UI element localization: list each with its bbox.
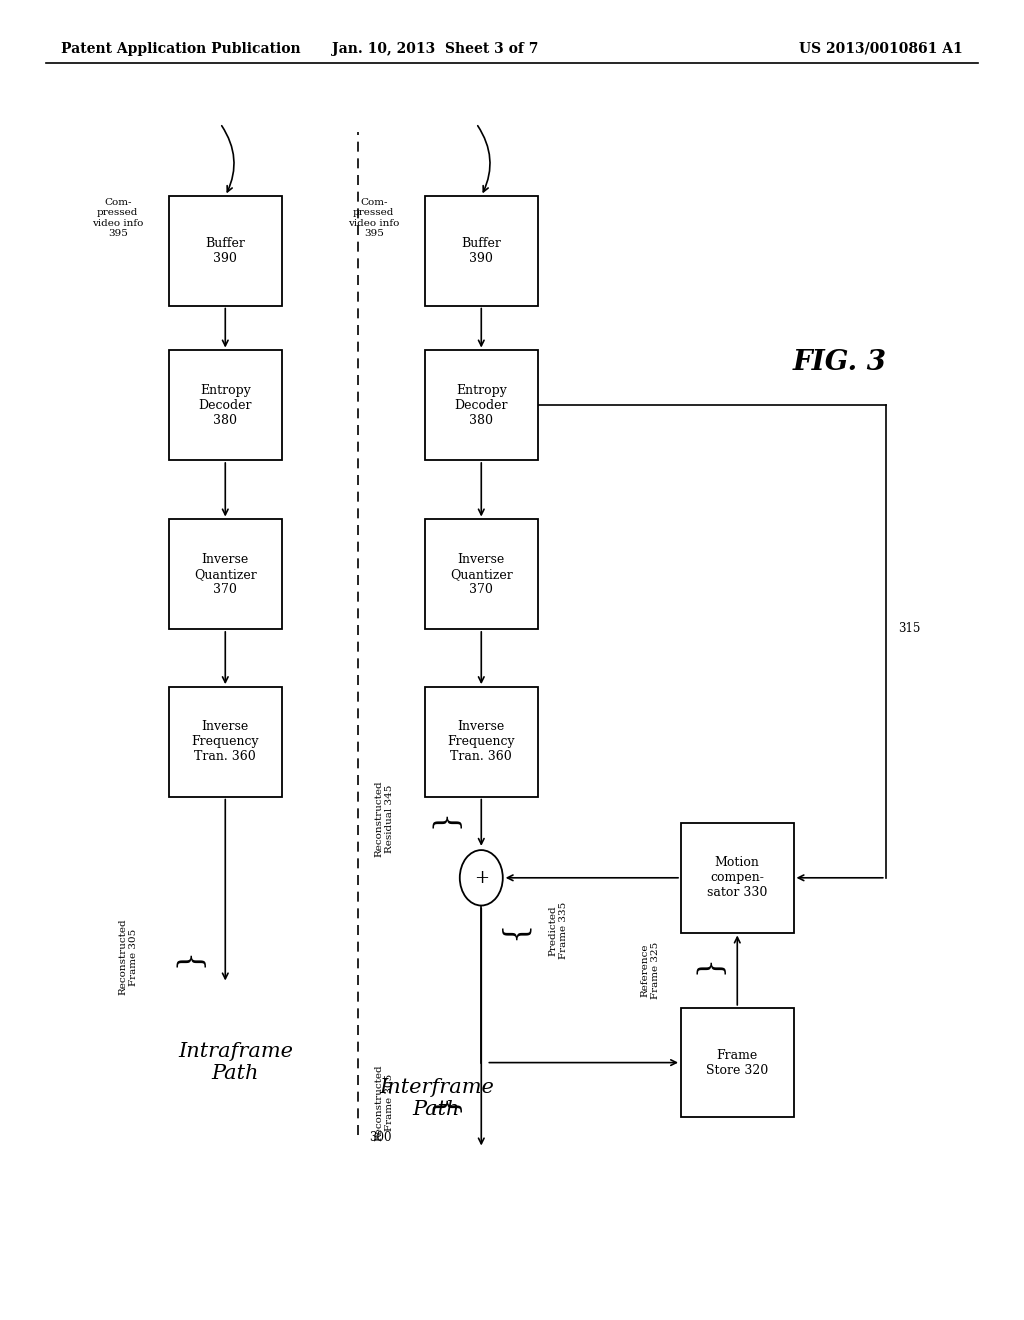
- Text: Buffer
390: Buffer 390: [206, 236, 245, 265]
- Bar: [169, 686, 282, 796]
- Text: Inverse
Frequency
Tran. 360: Inverse Frequency Tran. 360: [447, 721, 515, 763]
- Text: Interframe
Path: Interframe Path: [379, 1077, 494, 1119]
- Text: Frame
Store 320: Frame Store 320: [707, 1048, 768, 1077]
- Text: {: {: [427, 1100, 458, 1118]
- Text: Reconstructed
Frame 305: Reconstructed Frame 305: [119, 919, 137, 995]
- Text: Jan. 10, 2013  Sheet 3 of 7: Jan. 10, 2013 Sheet 3 of 7: [332, 42, 539, 55]
- Text: {: {: [427, 816, 458, 834]
- Text: Entropy
Decoder
380: Entropy Decoder 380: [455, 384, 508, 426]
- Text: Inverse
Quantizer
370: Inverse Quantizer 370: [194, 553, 257, 595]
- Text: Patent Application Publication: Patent Application Publication: [61, 42, 301, 55]
- Bar: [425, 195, 538, 305]
- Text: 315: 315: [898, 622, 921, 635]
- Text: Inverse
Frequency
Tran. 360: Inverse Frequency Tran. 360: [191, 721, 259, 763]
- Text: FIG. 3: FIG. 3: [793, 350, 887, 376]
- Bar: [425, 351, 538, 461]
- Text: {: {: [171, 954, 202, 973]
- Text: Com-
pressed
video info
395: Com- pressed video info 395: [92, 198, 143, 238]
- Text: {: {: [691, 961, 722, 979]
- Bar: [425, 686, 538, 796]
- Text: Intraframe
Path: Intraframe Path: [178, 1041, 293, 1084]
- Text: US 2013/0010861 A1: US 2013/0010861 A1: [799, 42, 963, 55]
- Text: Reconstructed
Frame 305: Reconstructed Frame 305: [375, 1064, 393, 1140]
- Bar: [169, 195, 282, 305]
- Text: Reconstructed
Residual 345: Reconstructed Residual 345: [375, 780, 393, 857]
- Text: +: +: [474, 869, 488, 887]
- Bar: [169, 351, 282, 461]
- Bar: [169, 520, 282, 630]
- Text: Com-
pressed
video info
395: Com- pressed video info 395: [348, 198, 399, 238]
- Text: Reference
Frame 325: Reference Frame 325: [641, 941, 659, 999]
- Bar: [425, 520, 538, 630]
- Text: Predicted
Frame 335: Predicted Frame 335: [549, 902, 567, 960]
- Text: {: {: [499, 921, 529, 940]
- Bar: [681, 824, 794, 932]
- Text: Buffer
390: Buffer 390: [462, 236, 501, 265]
- Text: Entropy
Decoder
380: Entropy Decoder 380: [199, 384, 252, 426]
- Text: Motion
compen-
sator 330: Motion compen- sator 330: [708, 857, 767, 899]
- Bar: [681, 1008, 794, 1117]
- Text: 300: 300: [369, 1131, 391, 1144]
- Text: Inverse
Quantizer
370: Inverse Quantizer 370: [450, 553, 513, 595]
